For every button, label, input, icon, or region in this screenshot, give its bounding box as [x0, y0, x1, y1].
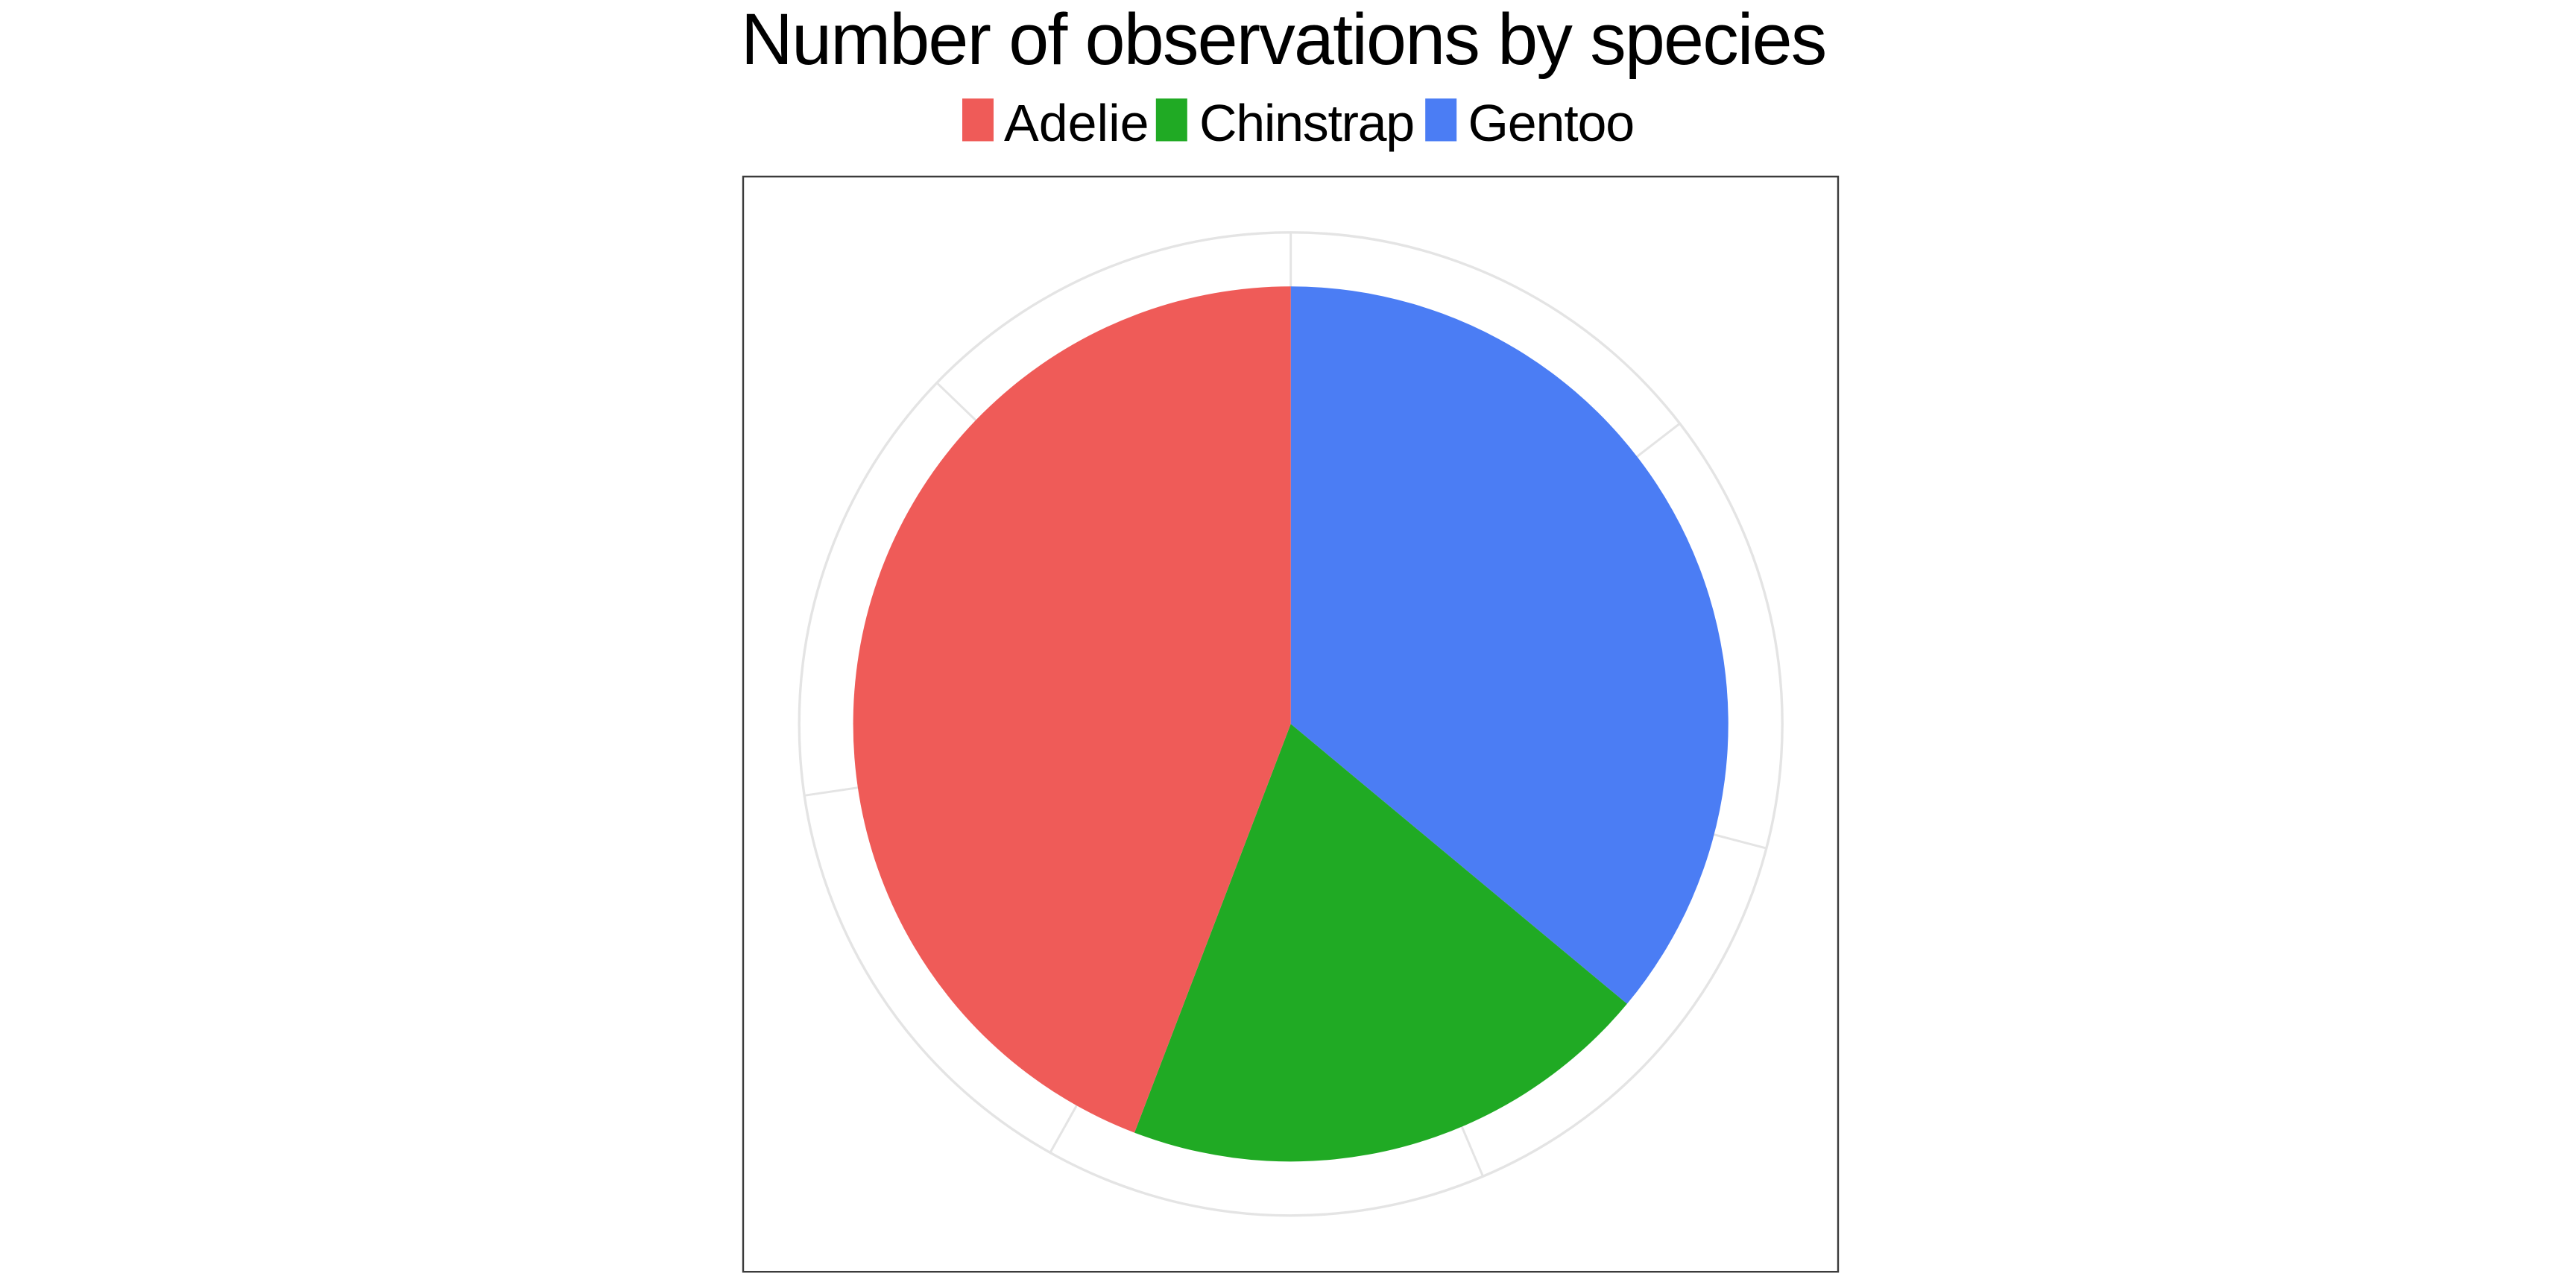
svg-text:Number of observations by spec: Number of observations by species — [741, 0, 1826, 80]
svg-text:Chinstrap: Chinstrap — [1199, 94, 1414, 152]
svg-text:Adelie: Adelie — [1004, 94, 1149, 152]
svg-text:Gentoo: Gentoo — [1468, 94, 1634, 152]
